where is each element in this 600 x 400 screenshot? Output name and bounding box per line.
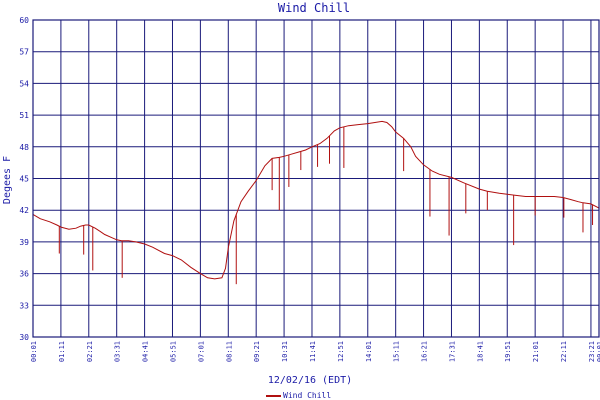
series-line-wind-chill — [32, 120, 600, 280]
legend-label: Wind Chill — [283, 391, 331, 400]
y-tick-label: 45 — [19, 175, 29, 184]
x-tick-label: 04:41 — [142, 341, 150, 362]
x-tick-label: 23:21 — [588, 341, 596, 362]
x-tick-label: 18:41 — [476, 341, 484, 362]
x-tick-label: 00:01 — [596, 341, 600, 362]
y-tick-label: 51 — [19, 111, 29, 120]
chart-title: Wind Chill — [278, 1, 350, 15]
x-tick-label: 09:21 — [253, 341, 261, 362]
x-tick-label: 15:11 — [393, 341, 401, 362]
y-tick-label: 42 — [19, 206, 29, 215]
tick-labels: 30 33 36 39 42 45 48 51 54 57 60 00:01 01:11 02:21 03:… — [19, 16, 600, 362]
x-tick-label: 01:11 — [58, 341, 66, 362]
x-tick-label: 12:51 — [337, 341, 345, 362]
y-tick-label: 57 — [19, 48, 29, 57]
x-tick-label: 02:21 — [86, 341, 94, 362]
x-tick-label: 11:41 — [309, 341, 317, 362]
x-tick-label: 05:51 — [169, 341, 177, 362]
x-tick-label: 17:31 — [448, 341, 456, 362]
x-tick-label: 22:11 — [560, 341, 568, 362]
y-tick-label: 33 — [19, 301, 29, 310]
x-tick-label: 08:11 — [225, 341, 233, 362]
y-tick-label: 39 — [19, 238, 29, 247]
x-tick-label: 07:01 — [197, 341, 205, 362]
x-tick-label: 10:31 — [281, 341, 289, 362]
y-tick-label: 30 — [19, 333, 29, 342]
x-tick-label: 21:01 — [532, 341, 540, 362]
series-spikes — [58, 126, 594, 285]
y-tick-label: 48 — [19, 143, 29, 152]
x-tick-label: 14:01 — [365, 341, 373, 362]
y-tick-label: 54 — [19, 79, 29, 88]
x-tick-label: 03:31 — [114, 341, 122, 362]
plot-frame — [32, 19, 600, 338]
y-axis-label: Degees F — [2, 156, 13, 204]
y-tick-label: 36 — [19, 270, 29, 279]
x-tick-label: 16:21 — [421, 341, 429, 362]
y-tick-label: 60 — [19, 16, 29, 25]
x-axis-label: 12/02/16 (EDT) — [268, 375, 352, 386]
x-tick-label: 00:01 — [30, 341, 38, 362]
x-tick-label: 19:51 — [504, 341, 512, 362]
